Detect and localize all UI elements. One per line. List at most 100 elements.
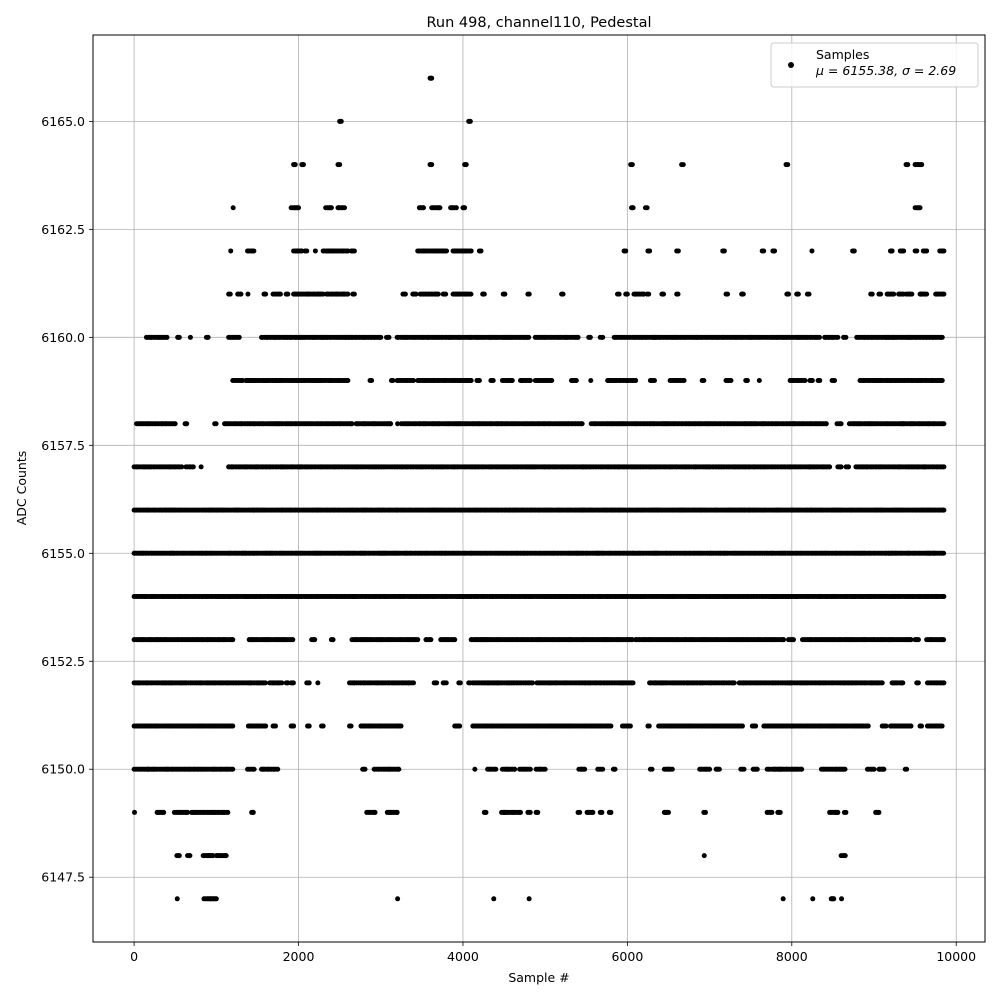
data-point xyxy=(941,464,947,470)
data-point xyxy=(213,421,219,427)
data-point xyxy=(190,464,196,470)
data-point xyxy=(599,809,605,815)
data-point xyxy=(665,809,671,815)
data-point xyxy=(780,896,786,902)
data-point xyxy=(739,723,745,729)
data-point xyxy=(230,723,236,729)
data-point xyxy=(396,766,402,772)
data-point xyxy=(362,766,368,772)
data-point xyxy=(600,766,606,772)
data-point xyxy=(823,421,829,427)
data-point xyxy=(213,896,219,902)
data-point xyxy=(388,421,394,427)
data-point xyxy=(251,766,257,772)
data-point xyxy=(535,809,541,815)
data-point xyxy=(769,809,775,815)
data-point xyxy=(753,723,759,729)
data-point xyxy=(184,421,190,427)
data-point xyxy=(810,896,816,902)
data-point xyxy=(198,464,204,470)
data-point xyxy=(279,680,285,686)
data-point xyxy=(230,766,236,772)
data-point xyxy=(527,766,533,772)
data-point xyxy=(306,723,312,729)
data-point xyxy=(865,723,871,729)
data-point xyxy=(176,853,182,859)
data-point xyxy=(701,853,707,859)
data-point xyxy=(472,766,478,772)
data-point xyxy=(457,723,463,729)
data-point xyxy=(330,637,336,643)
data-point xyxy=(582,766,588,772)
data-point xyxy=(527,809,533,815)
data-point xyxy=(273,723,279,729)
data-point xyxy=(225,809,231,815)
data-point xyxy=(395,896,401,902)
data-point xyxy=(781,637,787,643)
data-point xyxy=(590,809,596,815)
data-point xyxy=(941,593,947,599)
data-point xyxy=(434,680,440,686)
data-point xyxy=(669,766,675,772)
data-point xyxy=(627,723,633,729)
data-point xyxy=(881,766,887,772)
data-point xyxy=(172,421,178,427)
data-point xyxy=(879,680,885,686)
data-point xyxy=(799,766,805,772)
data-points xyxy=(131,75,947,902)
data-point xyxy=(612,766,618,772)
data-point xyxy=(646,723,652,729)
data-point xyxy=(838,464,844,470)
data-point xyxy=(290,637,296,643)
data-point xyxy=(754,766,760,772)
data-point xyxy=(174,896,180,902)
data-point xyxy=(831,896,837,902)
data-point xyxy=(275,766,281,772)
data-point xyxy=(883,723,889,729)
data-point xyxy=(707,766,713,772)
data-point xyxy=(915,637,921,643)
data-point xyxy=(835,809,841,815)
data-point xyxy=(731,680,737,686)
data-point xyxy=(941,507,947,513)
data-point xyxy=(530,680,536,686)
data-point xyxy=(312,637,318,643)
data-point xyxy=(491,896,497,902)
data-point xyxy=(842,766,848,772)
data-point xyxy=(941,680,947,686)
data-point xyxy=(941,421,947,427)
data-point xyxy=(741,766,747,772)
data-point xyxy=(415,637,421,643)
data-point xyxy=(702,809,708,815)
data-point xyxy=(838,421,844,427)
data-point xyxy=(900,680,906,686)
data-point xyxy=(372,809,378,815)
data-point xyxy=(941,637,947,643)
data-point xyxy=(320,723,326,729)
data-point xyxy=(608,723,614,729)
data-point xyxy=(263,723,269,729)
data-point xyxy=(579,421,585,427)
data-point xyxy=(876,809,882,815)
data-point xyxy=(315,680,321,686)
data-point xyxy=(512,766,518,772)
data-point xyxy=(871,766,877,772)
data-point xyxy=(904,766,910,772)
data-point xyxy=(291,723,297,729)
data-point xyxy=(915,680,921,686)
data-point xyxy=(348,723,354,729)
data-point xyxy=(250,809,256,815)
data-point xyxy=(223,853,229,859)
data-point xyxy=(290,680,296,686)
data-point xyxy=(132,809,138,815)
data-point xyxy=(411,680,417,686)
data-point xyxy=(185,809,191,815)
data-point xyxy=(161,809,167,815)
data-point xyxy=(777,809,783,815)
data-point xyxy=(649,766,655,772)
data-point xyxy=(443,680,449,686)
data-point xyxy=(394,809,400,815)
data-point xyxy=(526,896,532,902)
data-point xyxy=(630,680,636,686)
